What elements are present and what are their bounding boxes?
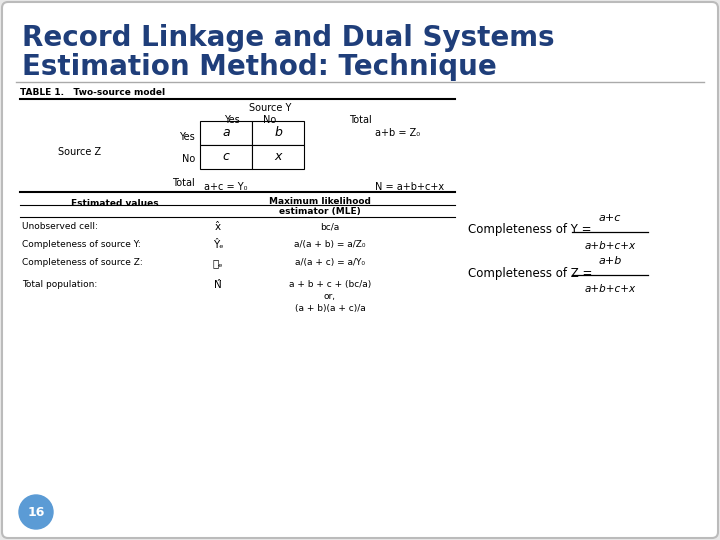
Text: N = a+b+c+x: N = a+b+c+x: [375, 182, 444, 192]
Text: b: b: [274, 126, 282, 139]
Circle shape: [19, 495, 53, 529]
Text: a/(a + c) = a/Y₀: a/(a + c) = a/Y₀: [295, 258, 365, 267]
Text: estimator (MLE): estimator (MLE): [279, 207, 361, 216]
Text: No: No: [181, 154, 195, 164]
Text: (a + b)(a + c)/a: (a + b)(a + c)/a: [294, 304, 365, 313]
Text: Completeness of source Y:: Completeness of source Y:: [22, 240, 140, 249]
Text: Maximum likelihood: Maximum likelihood: [269, 197, 371, 206]
Text: Source Y: Source Y: [249, 103, 291, 113]
Text: Total: Total: [172, 178, 195, 188]
Bar: [200, 145, 252, 169]
Text: a + b + c + (bc/a): a + b + c + (bc/a): [289, 280, 371, 289]
Text: Estimation Method: Technique: Estimation Method: Technique: [22, 53, 497, 81]
Text: Unobserved cell:: Unobserved cell:: [22, 222, 98, 231]
Text: Total population:: Total population:: [22, 280, 97, 289]
Text: No: No: [264, 115, 276, 125]
Text: a+c = Y₀: a+c = Y₀: [204, 182, 248, 192]
Text: x̂: x̂: [215, 222, 221, 232]
Text: a+b+c+x: a+b+c+x: [585, 284, 636, 294]
Bar: [252, 121, 304, 145]
Text: N̂: N̂: [214, 280, 222, 290]
Bar: [252, 145, 304, 169]
Text: Total: Total: [348, 115, 372, 125]
Text: ៜₑ: ៜₑ: [212, 258, 223, 268]
Text: Record Linkage and Dual Systems: Record Linkage and Dual Systems: [22, 24, 554, 52]
Text: a/(a + b) = a/Z₀: a/(a + b) = a/Z₀: [294, 240, 366, 249]
Text: a+c: a+c: [599, 213, 621, 223]
Text: a+b = Z₀: a+b = Z₀: [375, 128, 420, 138]
Text: Estimated values: Estimated values: [71, 199, 159, 208]
Text: a+b+c+x: a+b+c+x: [585, 241, 636, 251]
Text: Yes: Yes: [224, 115, 240, 125]
Text: a+b: a+b: [598, 256, 621, 266]
Text: Yes: Yes: [179, 132, 195, 142]
Text: Ŷₑ: Ŷₑ: [212, 240, 223, 250]
Text: Completeness of Z =: Completeness of Z =: [468, 267, 593, 280]
Text: TABLE 1.   Two-source model: TABLE 1. Two-source model: [20, 88, 165, 97]
Text: bc/a: bc/a: [320, 222, 340, 231]
Text: 16: 16: [27, 505, 45, 518]
Bar: [200, 121, 252, 145]
Text: Completeness of source Z:: Completeness of source Z:: [22, 258, 143, 267]
Text: Completeness of Y =: Completeness of Y =: [468, 224, 592, 237]
Text: or,: or,: [324, 292, 336, 301]
Text: a: a: [222, 126, 230, 139]
Text: Source Z: Source Z: [58, 147, 101, 157]
Text: c: c: [222, 151, 230, 164]
Text: x: x: [274, 151, 282, 164]
